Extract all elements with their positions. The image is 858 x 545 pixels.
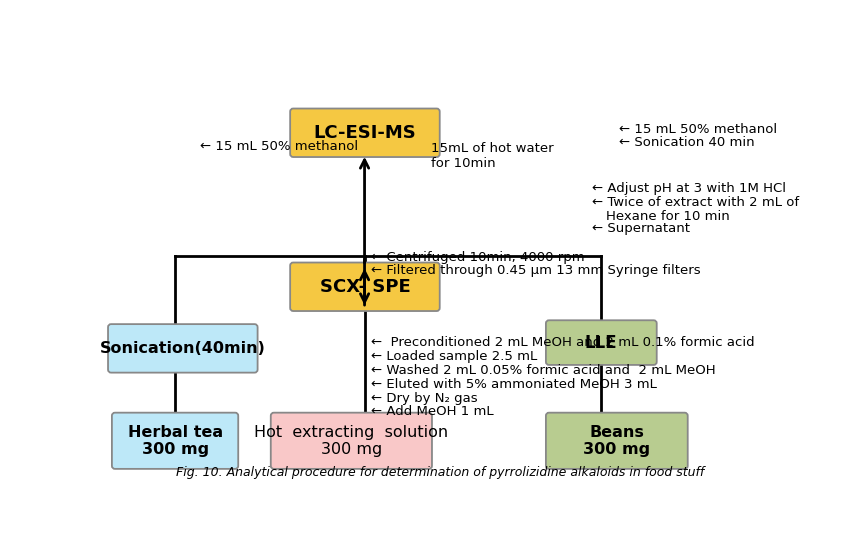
Text: Sonication(40min): Sonication(40min) bbox=[100, 341, 266, 356]
Text: Fig. 10. Analytical procedure for determination of pyrrolizidine alkaloids in fo: Fig. 10. Analytical procedure for determ… bbox=[176, 466, 704, 479]
Text: 15mL of hot water
for 10min: 15mL of hot water for 10min bbox=[432, 142, 553, 170]
Text: ← Add MeOH 1 mL: ← Add MeOH 1 mL bbox=[371, 405, 493, 419]
Text: Hexane for 10 min: Hexane for 10 min bbox=[607, 210, 730, 223]
Text: Beans
300 mg: Beans 300 mg bbox=[583, 425, 650, 457]
FancyBboxPatch shape bbox=[290, 263, 440, 311]
Text: Herbal tea
300 mg: Herbal tea 300 mg bbox=[128, 425, 222, 457]
Text: ← Adjust pH at 3 with 1M HCl: ← Adjust pH at 3 with 1M HCl bbox=[592, 182, 786, 195]
Text: Hot  extracting  solution
300 mg: Hot extracting solution 300 mg bbox=[254, 425, 449, 457]
FancyBboxPatch shape bbox=[108, 324, 257, 373]
Text: ←  Preconditioned 2 mL MeOH and 2 mL 0.1% formic acid: ← Preconditioned 2 mL MeOH and 2 mL 0.1%… bbox=[371, 336, 754, 349]
FancyBboxPatch shape bbox=[290, 108, 440, 157]
Text: ← Supernatant: ← Supernatant bbox=[592, 222, 690, 235]
Text: ← Twice of extract with 2 mL of: ← Twice of extract with 2 mL of bbox=[592, 196, 799, 209]
Text: ← Filtered through 0.45 μm 13 mm Syringe filters: ← Filtered through 0.45 μm 13 mm Syringe… bbox=[371, 264, 700, 277]
Text: ← 15 mL 50% methanol: ← 15 mL 50% methanol bbox=[200, 140, 359, 153]
Text: ← Sonication 40 min: ← Sonication 40 min bbox=[619, 136, 754, 149]
Text: ← Centrifuged 10min, 4000 rpm: ← Centrifuged 10min, 4000 rpm bbox=[371, 251, 584, 264]
Text: SCX- SPE: SCX- SPE bbox=[319, 278, 410, 296]
Text: ← Loaded sample 2.5 mL: ← Loaded sample 2.5 mL bbox=[371, 350, 537, 363]
Text: LC-ESI-MS: LC-ESI-MS bbox=[313, 124, 416, 142]
Text: LLE: LLE bbox=[585, 334, 618, 352]
Text: ← 15 mL 50% methanol: ← 15 mL 50% methanol bbox=[619, 123, 776, 136]
FancyBboxPatch shape bbox=[271, 413, 432, 469]
FancyBboxPatch shape bbox=[546, 413, 688, 469]
Text: ← Washed 2 mL 0.05% formic acid and  2 mL MeOH: ← Washed 2 mL 0.05% formic acid and 2 mL… bbox=[371, 364, 716, 377]
Text: ← Dry by N₂ gas: ← Dry by N₂ gas bbox=[371, 391, 477, 404]
Text: ← Eluted with 5% ammoniated MeOH 3 mL: ← Eluted with 5% ammoniated MeOH 3 mL bbox=[371, 378, 656, 391]
FancyBboxPatch shape bbox=[112, 413, 239, 469]
FancyBboxPatch shape bbox=[546, 320, 656, 365]
